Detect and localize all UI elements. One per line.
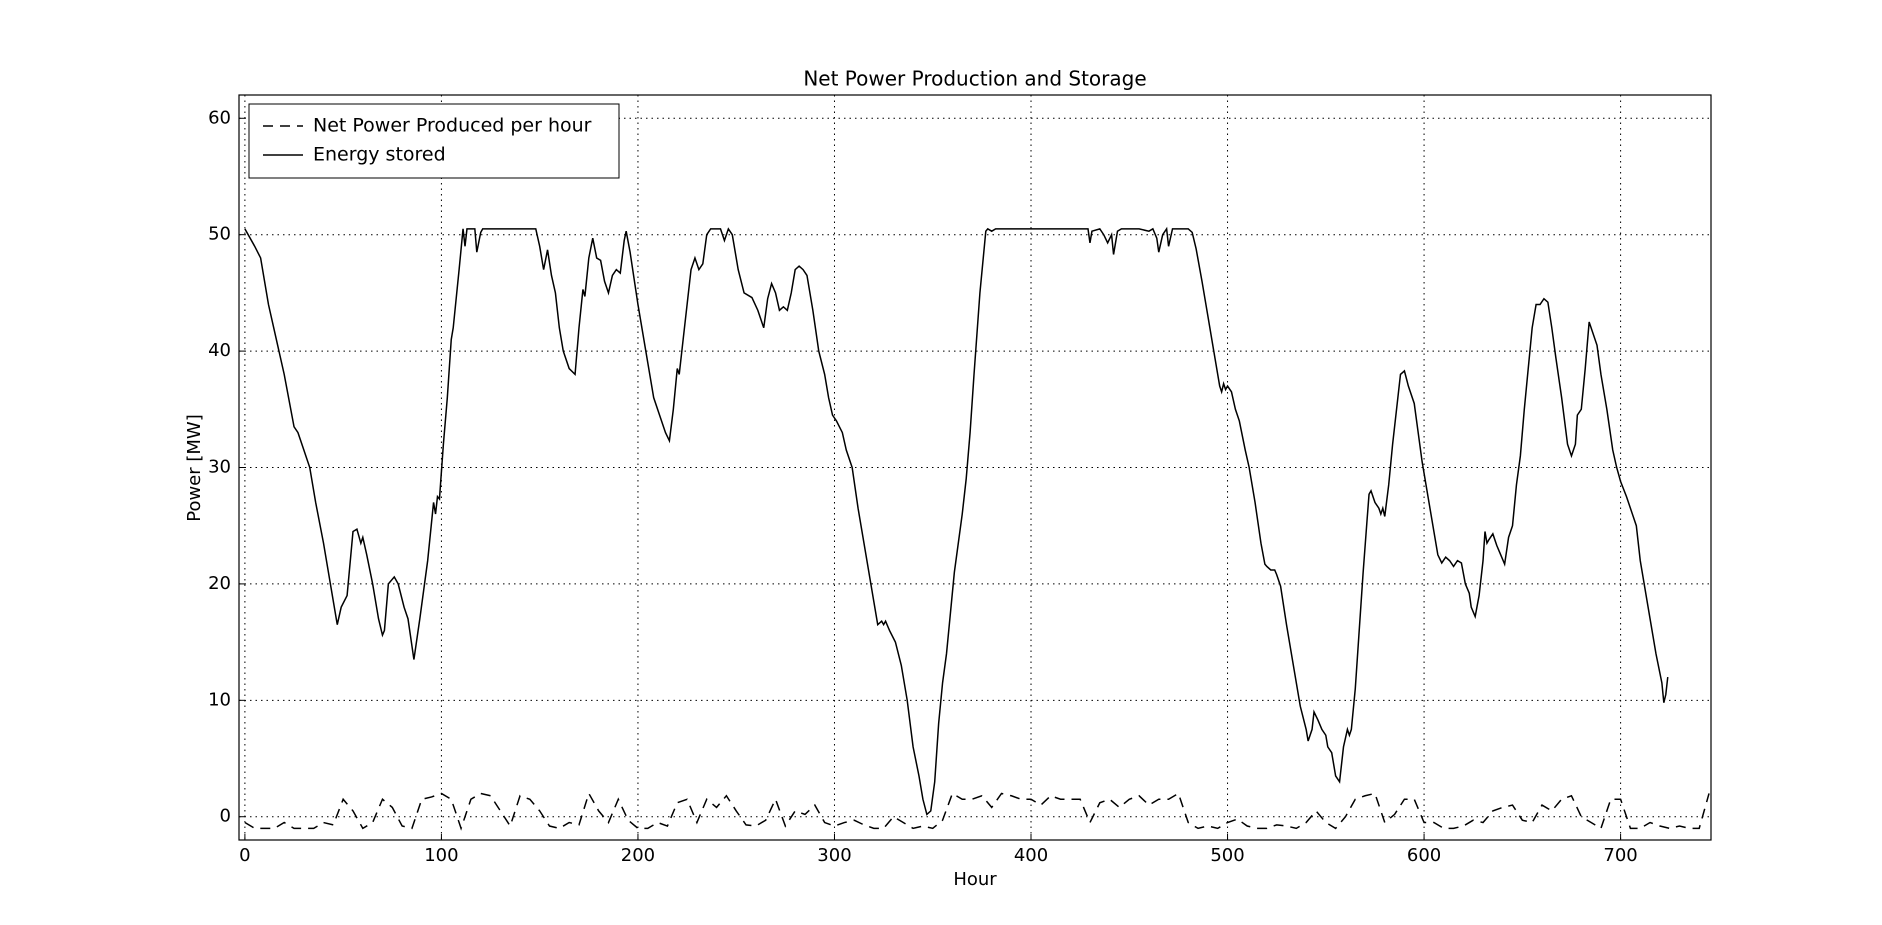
plot-frame [238, 94, 1712, 841]
y-tick-label: 30 [208, 457, 231, 478]
legend-box [248, 103, 620, 179]
y-tick-label: 10 [208, 689, 231, 710]
legend-label: Net Power Produced per hour [313, 115, 592, 137]
x-tick-label: 200 [621, 845, 655, 866]
y-axis-label: Power [MW] [184, 414, 205, 522]
legend-label: Energy stored [313, 144, 446, 166]
y-tick-label: 50 [208, 224, 231, 245]
x-tick-label: 400 [1014, 845, 1048, 866]
data-line [244, 791, 1710, 831]
x-tick-label: 300 [817, 845, 851, 866]
x-axis-label: Hour [953, 869, 997, 890]
chart-title: Net Power Production and Storage [803, 67, 1146, 91]
y-tick-label: 60 [208, 107, 231, 128]
x-tick-label: 100 [424, 845, 458, 866]
x-tick-label: 0 [239, 845, 250, 866]
y-tick-label: 0 [220, 806, 231, 827]
y-tick-label: 20 [208, 573, 231, 594]
y-tick-label: 40 [208, 340, 231, 361]
x-tick-label: 600 [1407, 845, 1441, 866]
data-line [244, 226, 1669, 816]
x-tick-label: 700 [1603, 845, 1637, 866]
x-tick-label: 500 [1210, 845, 1244, 866]
